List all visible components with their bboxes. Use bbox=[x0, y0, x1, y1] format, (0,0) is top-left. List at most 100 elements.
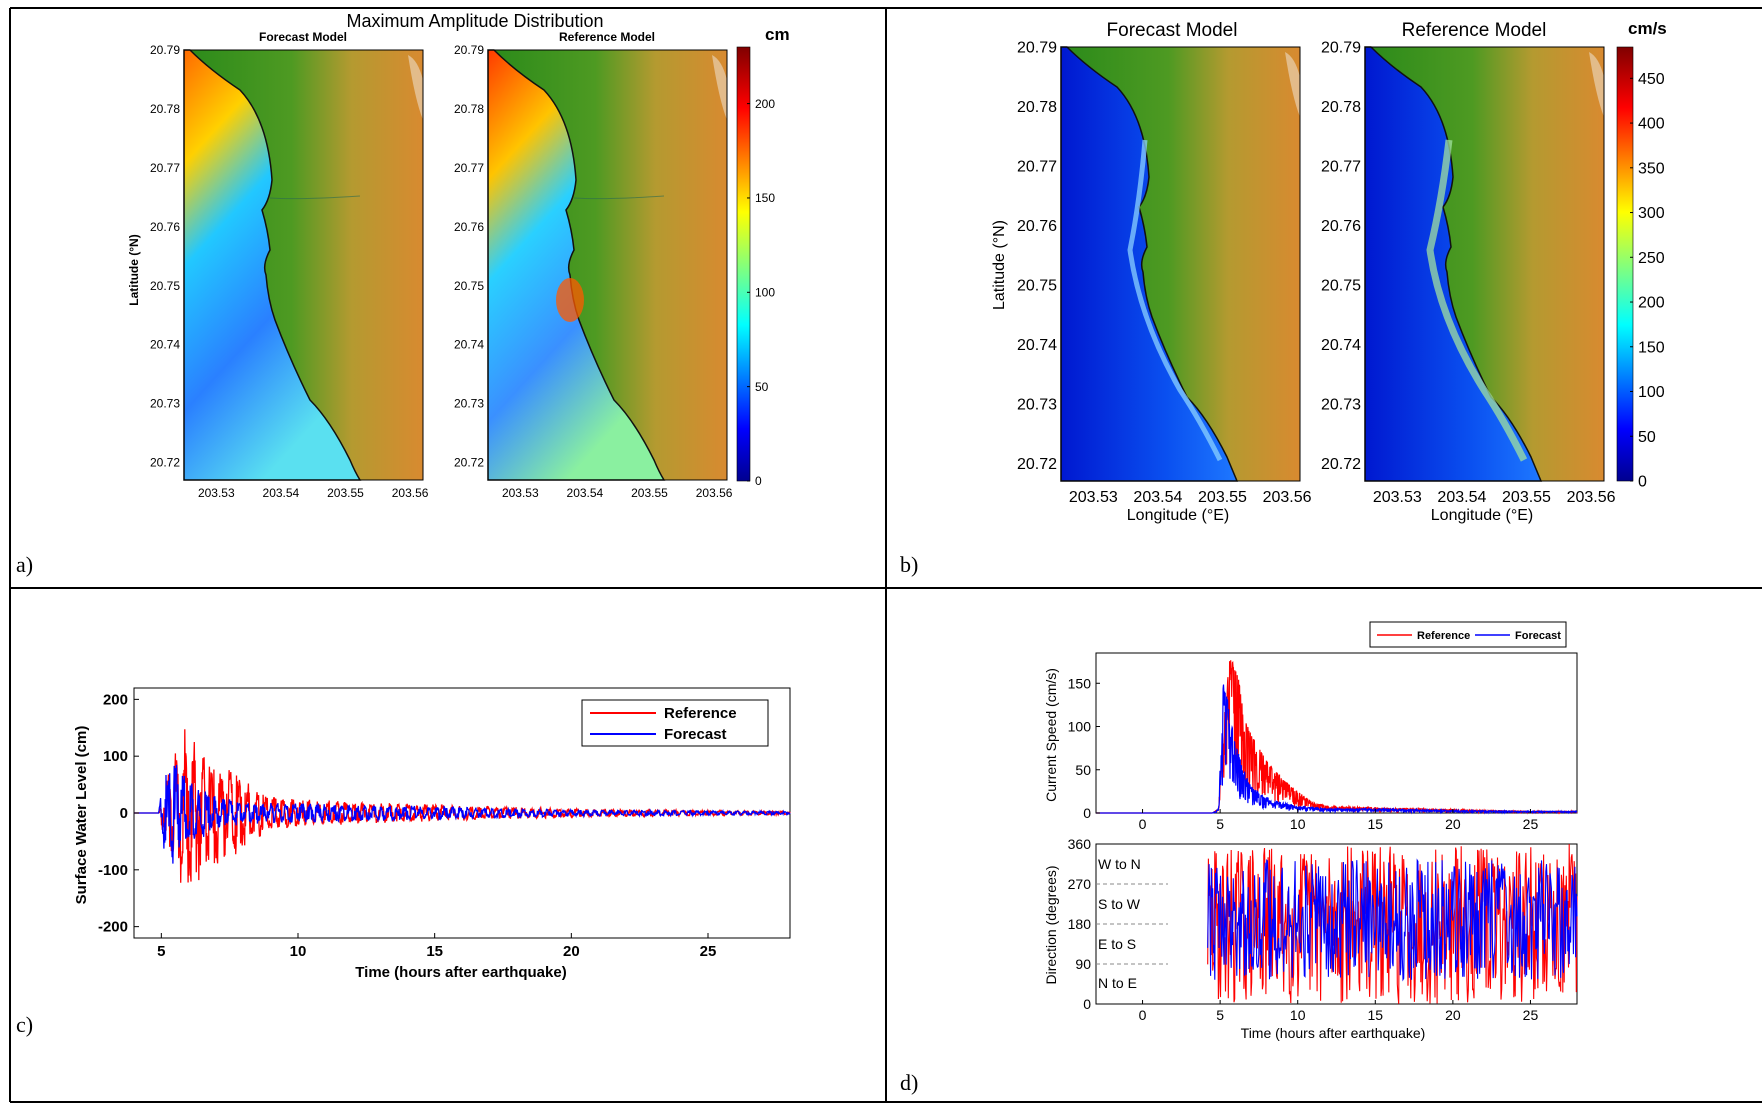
panel-d-direction-ylabel: Direction (degrees) bbox=[1043, 865, 1059, 984]
map-ytick-label: 20.72 bbox=[454, 456, 484, 470]
panel-d-ytick-label: 270 bbox=[1068, 876, 1092, 892]
map-ytick-label: 20.74 bbox=[150, 338, 180, 352]
panel-grid bbox=[9, 7, 1762, 1103]
panel-d-xlabel: Time (hours after earthquake) bbox=[1241, 1025, 1426, 1041]
panel-c-legend-label-forecast: Forecast bbox=[664, 726, 727, 743]
map-ytick-label: 20.78 bbox=[454, 102, 484, 116]
map-ytick-label: 20.76 bbox=[150, 220, 180, 234]
map-xtick-label: 203.55 bbox=[631, 486, 668, 500]
map-ytick-label: 20.75 bbox=[454, 279, 484, 293]
map-xtick-label: 203.55 bbox=[327, 486, 364, 500]
panel-label-a: a) bbox=[16, 552, 33, 577]
panel-d-annotation-e-to-s: E to S bbox=[1098, 936, 1136, 952]
colorbar-tick-label: 50 bbox=[1638, 429, 1656, 446]
map-xtick-label: 203.54 bbox=[1437, 489, 1486, 506]
panel-b-ylabel: Latitude (°N) bbox=[991, 220, 1008, 310]
panel-d-xtick-label: 25 bbox=[1523, 816, 1539, 832]
panel-c-legend-label-reference: Reference bbox=[664, 705, 737, 722]
map-ytick-label: 20.72 bbox=[1321, 456, 1361, 473]
panel-d-ytick-label: 360 bbox=[1068, 836, 1092, 852]
panel-a-tick-labels: 20.72 20.73 20.74 20.75 20.76 20.77 20.78 20.79… bbox=[150, 43, 733, 500]
panel-d-xtick-label: 0 bbox=[1139, 1007, 1147, 1023]
panel-d-xtick-label: 15 bbox=[1368, 1007, 1384, 1023]
colorbar-tick-label: 200 bbox=[1638, 295, 1665, 312]
panel-d-ytick-label: 90 bbox=[1075, 956, 1091, 972]
panel-d-xtick-label: 15 bbox=[1368, 816, 1384, 832]
panel-d-ytick-label: 100 bbox=[1068, 719, 1092, 735]
panel-c-tick-labels: 5 10 15 20 25 -200 -100 0 100 200 bbox=[98, 691, 716, 960]
panel-c-series-group bbox=[134, 729, 791, 883]
colorbar-tick-label: 150 bbox=[1638, 339, 1665, 356]
map-ytick-label: 20.73 bbox=[150, 397, 180, 411]
panel-a: Maximum Amplitude Distribution Forecast … bbox=[127, 11, 790, 500]
colorbar-tick-label: 50 bbox=[755, 380, 769, 394]
panel-b-subplot-title-forecast: Forecast Model bbox=[1107, 20, 1238, 41]
panel-c-xtick-label: 15 bbox=[426, 943, 443, 960]
map-xtick-label: 203.56 bbox=[696, 486, 733, 500]
map-ytick-label: 20.77 bbox=[454, 161, 484, 175]
panel-c-xtick-label: 20 bbox=[563, 943, 580, 960]
panel-d-xtick-label: 5 bbox=[1216, 816, 1224, 832]
map-ytick-label: 20.78 bbox=[1321, 99, 1361, 116]
panel-a-colorbar-unit: cm bbox=[765, 25, 790, 44]
panel-c-ytick-label: -100 bbox=[98, 862, 128, 879]
panel-c-ytick-label: 100 bbox=[103, 748, 128, 765]
panel-a-title: Maximum Amplitude Distribution bbox=[346, 11, 603, 31]
map-ytick-label: 20.74 bbox=[454, 338, 484, 352]
panel-d-ytick-label: 0 bbox=[1083, 805, 1091, 821]
panel-c-series-forecast bbox=[134, 764, 791, 864]
panel-b-xlabel-reference: Longitude (°E) bbox=[1431, 507, 1533, 524]
panel-a-colorbar-ticks: 0 50 100 150 200 bbox=[747, 97, 775, 488]
panel-d-ytick-label: 180 bbox=[1068, 916, 1092, 932]
map-ytick-label: 20.77 bbox=[150, 161, 180, 175]
panel-a-map-reference bbox=[487, 49, 728, 481]
map-ytick-label: 20.75 bbox=[1017, 277, 1057, 294]
panel-c: 5 10 15 20 25 -200 -100 0 100 200 Time (hours aft… bbox=[73, 687, 791, 981]
map-ytick-label: 20.79 bbox=[1321, 40, 1361, 57]
map-ytick-label: 20.78 bbox=[1017, 99, 1057, 116]
panel-b: Forecast Model Reference Model Latitude … bbox=[991, 19, 1667, 524]
panel-d-legend-label-forecast: Forecast bbox=[1515, 630, 1561, 642]
panel-b-xlabel-forecast: Longitude (°E) bbox=[1127, 507, 1229, 524]
panel-c-ytick-label: 200 bbox=[103, 691, 128, 708]
panel-label-b: b) bbox=[900, 552, 918, 577]
map-ytick-label: 20.73 bbox=[1017, 396, 1057, 413]
panel-d-annotation-w-to-n: W to N bbox=[1098, 856, 1141, 872]
colorbar-tick-label: 200 bbox=[755, 97, 775, 111]
colorbar-tick-label: 150 bbox=[755, 191, 775, 205]
colorbar-tick-label: 450 bbox=[1638, 71, 1665, 88]
panel-d-ytick-label: 0 bbox=[1083, 996, 1091, 1012]
map-ytick-label: 20.75 bbox=[150, 279, 180, 293]
panel-d-series-group bbox=[1096, 660, 1578, 1004]
map-ytick-label: 20.73 bbox=[454, 397, 484, 411]
panel-c-legend-box bbox=[581, 699, 769, 747]
panel-b-tick-labels: 20.72 20.73 20.74 20.75 20.76 20.77 20.78 20.79… bbox=[1017, 40, 1616, 506]
colorbar-tick-label: 350 bbox=[1638, 160, 1665, 177]
panel-d-xtick-label: 25 bbox=[1523, 1007, 1539, 1023]
map-ytick-label: 20.74 bbox=[1017, 337, 1057, 354]
panel-d-legend: Reference Forecast bbox=[1369, 621, 1567, 648]
panel-c-ytick-label: 0 bbox=[120, 805, 128, 822]
map-ytick-label: 20.76 bbox=[454, 220, 484, 234]
panel-d-speed-ylabel: Current Speed (cm/s) bbox=[1043, 668, 1059, 802]
map-xtick-label: 203.54 bbox=[263, 486, 300, 500]
map-xtick-label: 203.54 bbox=[567, 486, 604, 500]
map-ytick-label: 20.79 bbox=[150, 43, 180, 57]
colorbar-tick-label: 100 bbox=[1638, 384, 1665, 401]
panel-b-colorbar-unit: cm/s bbox=[1628, 19, 1667, 38]
panel-d-direction-annotations: W to N S to W E to S N to E bbox=[1096, 856, 1168, 991]
panel-c-xtick-label: 5 bbox=[157, 943, 165, 960]
map-xtick-label: 203.56 bbox=[392, 486, 429, 500]
map-xtick-label: 203.54 bbox=[1133, 489, 1182, 506]
map-xtick-label: 203.56 bbox=[1567, 489, 1616, 506]
panel-label-d: d) bbox=[900, 1070, 918, 1095]
map-ytick-label: 20.74 bbox=[1321, 337, 1361, 354]
panel-d-xtick-label: 10 bbox=[1290, 816, 1306, 832]
panel-c-ytick-label: -200 bbox=[98, 919, 128, 936]
panel-d-ytick-label: 150 bbox=[1068, 675, 1092, 691]
panel-c-legend: Reference Forecast bbox=[581, 699, 769, 747]
panel-label-c: c) bbox=[16, 1012, 33, 1037]
panel-d-xtick-label: 20 bbox=[1445, 816, 1461, 832]
panel-d-xtick-label: 5 bbox=[1216, 1007, 1224, 1023]
